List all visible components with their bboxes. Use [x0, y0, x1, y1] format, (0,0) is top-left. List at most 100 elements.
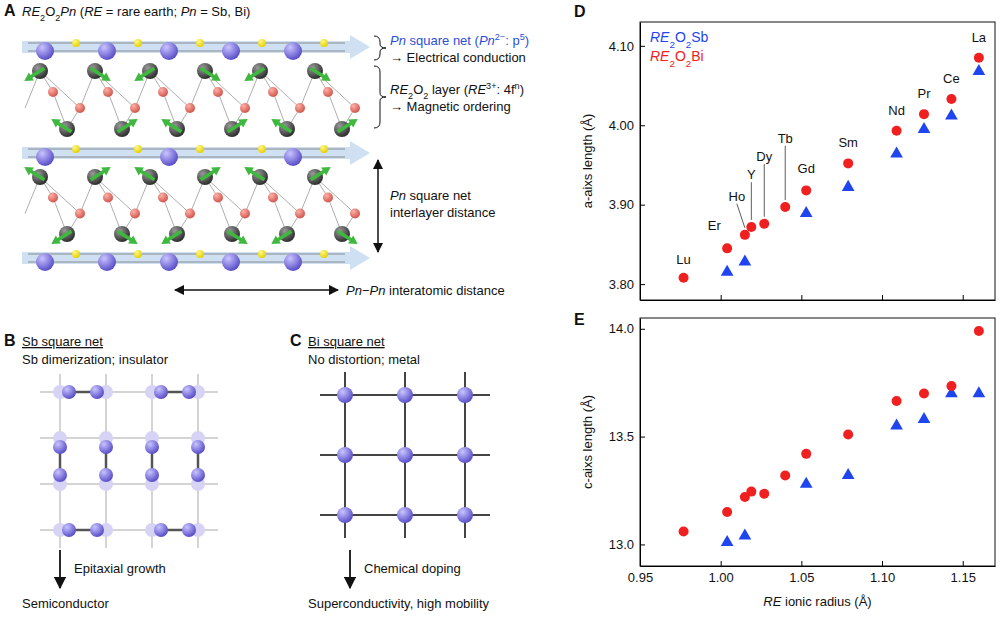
spin-arrow-head: [211, 163, 223, 176]
data-point: [918, 122, 931, 133]
text-part: Superconductivity, high mobility: [308, 596, 490, 611]
pn-atom: [222, 253, 240, 271]
bi-atom: [397, 387, 413, 403]
text-part: D: [574, 3, 586, 20]
oxygen-atom: [323, 193, 333, 203]
spin-arrow-head: [22, 163, 34, 176]
text-part: c-aixs length (Å): [580, 395, 595, 489]
text-part: No distortion; metal: [308, 352, 420, 367]
text-part: O: [413, 82, 423, 97]
panel-title: RE2O2Pn (RE = rare earth; Pn = Sb, Bi): [22, 4, 250, 23]
annotations: LuErHoYDyTbGdSmNdPrCeLa: [676, 30, 987, 267]
axis-line: [641, 300, 996, 301]
spin-arrow-head: [128, 235, 140, 248]
pn-atom: [160, 148, 178, 166]
text-part: square net (: [406, 33, 480, 48]
text-part: 3+: [486, 81, 496, 91]
text-part: Pn: [346, 283, 362, 298]
oxygen-atom: [75, 209, 85, 219]
x-axis: [641, 295, 996, 301]
x-axis: 0.951.001.051.101.15: [628, 561, 996, 585]
data-point: [890, 147, 903, 158]
tick-mark: [640, 544, 645, 545]
structure: [22, 35, 370, 271]
sb-atom: [90, 385, 104, 399]
y-axis: 13.013.514.0: [609, 319, 645, 567]
data-point: [721, 535, 734, 546]
bond: [150, 71, 190, 108]
tick: [882, 295, 883, 300]
text-part: Sb: [691, 29, 708, 45]
distance-arrow: [377, 160, 379, 252]
text-part: = Sb, Bi): [197, 4, 251, 19]
text-part: Sb dimerization; insulator: [22, 352, 169, 367]
sb-atom: [145, 440, 159, 454]
tick-mark: [721, 561, 722, 566]
tick-label: 14.0: [609, 321, 634, 336]
conduction-arrow: [22, 35, 370, 59]
spin-arrow-head: [22, 72, 34, 85]
bi-atom: [457, 387, 473, 403]
pn-net: [28, 39, 345, 60]
pn-atom: [160, 253, 178, 271]
spin-arrow-head: [238, 235, 250, 248]
leader-line: [751, 182, 752, 220]
text-part: Pr: [918, 86, 932, 101]
panel-title: Sb square net: [22, 334, 103, 349]
data-point: [746, 487, 756, 497]
oxygen-atom: [75, 103, 85, 113]
tick-mark: [963, 561, 964, 566]
oxygen-atom: [240, 103, 250, 113]
data-point: [842, 180, 855, 191]
spin-arrow-head: [269, 115, 281, 128]
sb-atom: [53, 468, 67, 482]
data-point: [679, 526, 689, 536]
data-point: [890, 418, 903, 429]
sb-atom: [62, 523, 76, 537]
panel-letter: A: [4, 2, 16, 19]
re2o2-layer: [22, 163, 361, 248]
panel-title: Bi square net: [308, 334, 385, 349]
text-part: −: [362, 283, 370, 298]
tick: 1.00: [709, 561, 734, 585]
bi-atom: [397, 447, 413, 463]
spin-arrow-head: [321, 163, 333, 176]
bi-atom: [337, 507, 353, 523]
sb-atom: [62, 385, 76, 399]
oxygen-atom: [295, 103, 305, 113]
text-part: a-aixs length (Å): [580, 114, 595, 209]
data-point: [746, 222, 756, 232]
point-label: Y: [747, 167, 756, 182]
pn-atom: [36, 42, 54, 60]
leader-line: [785, 146, 786, 200]
point-label: Ce: [943, 71, 960, 86]
series: [679, 53, 984, 283]
oxygen-atom: [268, 193, 278, 203]
axis-line: [640, 319, 641, 567]
chart-panel: 0.951.001.051.101.1513.013.514.0 c-aixs l…: [574, 311, 996, 609]
spin-arrow-head: [242, 163, 254, 176]
spin-arrow-head: [348, 115, 360, 128]
tick-label: 13.0: [609, 537, 634, 552]
tick-mark: [721, 295, 722, 300]
spin-arrow-head: [159, 115, 171, 128]
sb-atom: [99, 468, 113, 482]
pn-atom: [36, 253, 54, 271]
data-point: [800, 477, 813, 488]
spin-atom: [320, 250, 328, 258]
point-label: Gd: [798, 161, 815, 176]
pn-atom: [160, 42, 178, 60]
data-point: [759, 489, 769, 499]
oxygen-atom: [268, 87, 278, 97]
tick-mark: [882, 295, 883, 300]
sb-atom: [145, 468, 159, 482]
oxygen-atom: [213, 193, 223, 203]
text-part: B: [4, 332, 16, 349]
text-part: 2−: [495, 32, 505, 42]
tick: 14.0: [609, 321, 645, 336]
oxygen-atom: [103, 193, 113, 203]
spin-arrow-head: [101, 163, 113, 176]
text-part: Bi: [691, 48, 703, 64]
axis-title: RE ionic radius (Å): [763, 594, 871, 609]
tick-mark: [640, 46, 645, 47]
